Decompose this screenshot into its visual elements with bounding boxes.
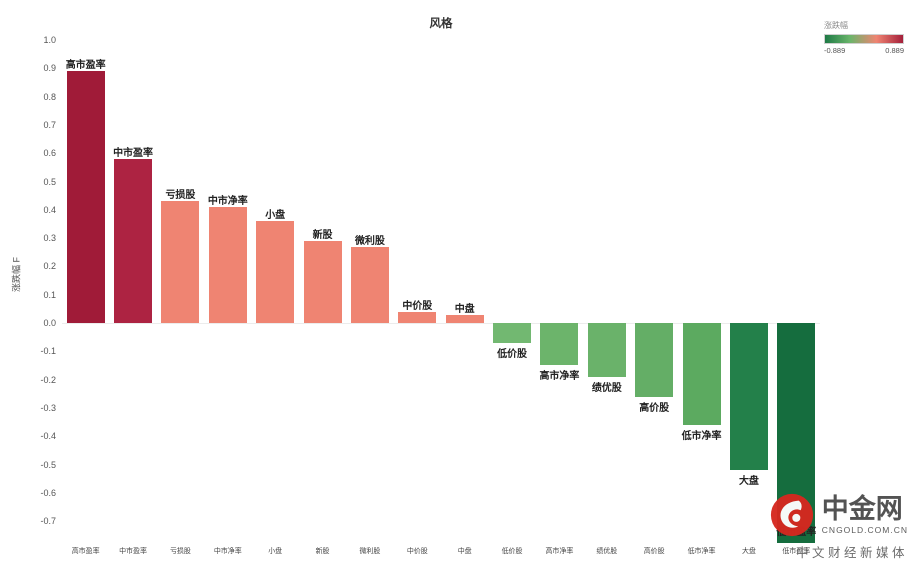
y-tick-label: -0.4 [40, 431, 56, 442]
legend-max-label: 0.889 [885, 46, 904, 55]
bar-label: 中市净率 [207, 195, 248, 207]
y-tick-label: 0.1 [43, 289, 56, 300]
bar-label: 高市净率 [539, 371, 580, 383]
legend-range: -0.889 0.889 [824, 46, 904, 55]
y-tick-label: 0.7 [43, 119, 56, 130]
bar[interactable] [540, 323, 579, 366]
legend: 涨跌幅 -0.889 0.889 [824, 20, 904, 55]
x-axis: 高市盈率 中市盈率 亏损股 中市净率 小盘 新股 微利股 中价股 中盘 低价股 高市净率 绩优股 高价股… [62, 546, 820, 564]
watermark-name: 中金网 [821, 493, 903, 524]
bar[interactable] [114, 158, 153, 323]
bar-label: 新股 [312, 229, 333, 241]
bar-label: 低价股 [497, 348, 528, 360]
bar[interactable] [256, 221, 295, 323]
chart-title: 风格 [429, 18, 453, 30]
plot-area: 高市盈率中市盈率亏损股 中市净率小盘新股微利股中价股 中盘低价股 高市净率 绩优股高价股… [62, 30, 820, 543]
bar[interactable] [493, 323, 532, 343]
y-tick-label: -0.7 [40, 516, 56, 527]
x-tick-label: 高价股 [643, 548, 665, 555]
bar-label: 中价股 [402, 300, 433, 312]
x-tick-label: 低价股 [501, 548, 523, 555]
x-tick-label: 绩优股 [596, 548, 618, 555]
legend-min-label: -0.889 [824, 46, 846, 55]
x-tick-label: 高市净率 [545, 548, 574, 555]
cngold-logo-icon [770, 493, 813, 537]
bar-label: 低市净率 [681, 430, 722, 442]
bar-label: 绩优股 [591, 382, 622, 394]
bar-label: 亏损股 [165, 190, 196, 202]
watermark-text: 中金网 CNGOLD.COM.CN [821, 493, 908, 536]
bar-label: 高市盈率 [65, 60, 106, 72]
bar[interactable] [445, 314, 484, 323]
y-tick-label: 0.2 [43, 261, 56, 272]
x-tick-label: 大盘 [741, 548, 756, 555]
x-tick-label: 小盘 [268, 548, 283, 555]
bar[interactable] [303, 240, 342, 323]
bar[interactable] [208, 206, 247, 323]
y-tick-label: -0.2 [40, 374, 56, 385]
y-tick-label: 1.0 [43, 35, 56, 45]
y-tick-label: -0.3 [40, 402, 56, 413]
x-tick-label: 低市盈率 [782, 548, 811, 555]
bar[interactable] [161, 201, 200, 323]
y-tick-label: -0.6 [40, 487, 56, 498]
x-tick-label: 中盘 [457, 548, 472, 555]
x-tick-label: 中价股 [406, 548, 428, 555]
bar-label: 大盘 [738, 476, 759, 488]
y-tick-label: 0.8 [43, 91, 56, 102]
y-tick-label: 0.3 [43, 233, 56, 244]
bar[interactable] [587, 323, 626, 377]
x-tick-label: 低市净率 [687, 548, 716, 555]
y-tick-label: 0.4 [43, 204, 56, 215]
x-tick-label: 微利股 [359, 548, 381, 555]
x-tick-label: 中市盈率 [119, 548, 148, 555]
x-tick-label: 中市净率 [213, 548, 242, 555]
bar-label: 小盘 [265, 210, 286, 222]
bar[interactable] [635, 323, 674, 397]
bar-label: 高价股 [639, 402, 670, 414]
x-tick-label: 亏损股 [169, 548, 191, 555]
x-tick-label: 新股 [315, 548, 330, 555]
zero-baseline [62, 323, 820, 324]
watermark: 中金网 CNGOLD.COM.CN 中文财经新媒体 [769, 492, 908, 561]
y-tick-label: 0.5 [43, 176, 56, 187]
bar[interactable] [398, 311, 437, 323]
y-tick-label: -0.5 [40, 459, 56, 470]
bar-label: 微利股 [354, 235, 385, 247]
y-tick-label: -0.1 [40, 346, 56, 357]
bar[interactable] [682, 323, 721, 425]
y-tick-label: 0.6 [43, 148, 56, 159]
y-tick-label: 0.9 [43, 63, 56, 74]
bar[interactable] [350, 246, 389, 323]
legend-title: 涨跌幅 [824, 21, 848, 30]
bar-label: 中盘 [454, 303, 475, 315]
bar[interactable] [729, 323, 768, 471]
y-tick-label: 0.0 [43, 318, 56, 328]
watermark-tagline: 中文财经新媒体 [795, 546, 908, 560]
legend-gradient [824, 34, 904, 44]
bar-label: 中市盈率 [113, 147, 154, 159]
watermark-domain: CNGOLD.COM.CN [821, 525, 908, 536]
y-axis: 1.0 0.9 0.8 0.7 0.6 0.5 0.4 0.3 0.2 0.1 0.0 -0.1 -0.… [18, 30, 56, 543]
bar[interactable] [66, 71, 105, 323]
x-tick-label: 高市盈率 [71, 548, 100, 555]
